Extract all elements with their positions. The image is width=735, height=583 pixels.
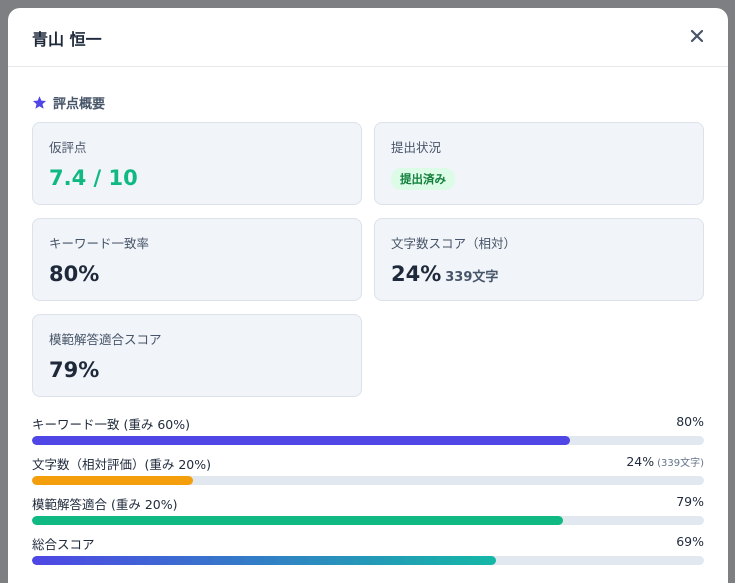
bar-fill (32, 516, 563, 525)
score-card: 仮評点 7.4 / 10 (32, 122, 362, 205)
bar-header: キーワード一致 (重み 60%) 80% (32, 414, 704, 432)
card-note: 339文字 (445, 270, 499, 285)
star-icon (32, 96, 47, 109)
card-value-row: 7.4 / 10 (49, 166, 345, 190)
section-heading: 評点概要 (32, 93, 105, 112)
bar-value: 24% (626, 454, 655, 469)
score-card: 模範解答適合スコア 79% (32, 314, 362, 397)
bar-label: 総合スコア (32, 537, 95, 552)
bar-value-group: 80% (676, 414, 704, 432)
bar-header: 文字数（相対評価）(重み 20%) 24% (339文字) (32, 454, 704, 472)
bar-track (32, 476, 704, 485)
badge-row: 提出済み (391, 156, 687, 190)
card-label: 模範解答適合スコア (49, 332, 162, 347)
bar-fill (32, 476, 194, 485)
score-card: キーワード一致率 80% (32, 218, 362, 301)
card-value: 80% (49, 262, 100, 286)
section-title: 評点概要 (53, 97, 106, 112)
card-label: 仮評点 (49, 140, 87, 155)
card-value: 7.4 / 10 (49, 166, 138, 190)
bar-track (32, 436, 704, 445)
score-bars: キーワード一致 (重み 60%) 80% 文字数（相対評価）(重み 20%) 24%(… (32, 414, 704, 574)
bar-label: 文字数（相対評価）(重み 20%) (32, 457, 212, 472)
card-label: キーワード一致率 (49, 236, 150, 251)
bar-value: 79% (676, 494, 704, 509)
score-card: 提出状況 提出済み (374, 122, 704, 205)
modal: 青山 恒一 評点概要 仮評点 7.4 / 10 提出状況提出済みキーワード一致率 80… (8, 8, 728, 583)
bar-value-group: 69% (676, 534, 704, 552)
close-button[interactable] (690, 29, 704, 43)
bar-row: キーワード一致 (重み 60%) 80% (32, 414, 704, 454)
bar-row: 文字数（相対評価）(重み 20%) 24% (339文字) (32, 454, 704, 494)
modal-header: 青山 恒一 (8, 8, 728, 67)
bar-row: 総合スコア 69% (32, 534, 704, 574)
card-label: 文字数スコア（相対） (391, 236, 517, 251)
bar-value: 69% (676, 534, 704, 549)
bar-label: 模範解答適合 (重み 20%) (32, 497, 178, 512)
card-value-row: 80% (49, 262, 345, 286)
bar-fill (32, 436, 570, 445)
modal-title: 青山 恒一 (32, 30, 102, 49)
card-label: 提出状況 (391, 140, 442, 155)
bar-value-group: 24% (339文字) (626, 454, 704, 472)
card-value: 24% (391, 262, 442, 286)
bar-value-group: 79% (676, 494, 704, 512)
bar-fill (32, 556, 496, 565)
bar-track (32, 556, 704, 565)
bar-note: (339文字) (657, 458, 704, 469)
bar-header: 模範解答適合 (重み 20%) 79% (32, 494, 704, 512)
score-cards: 仮評点 7.4 / 10 提出状況提出済みキーワード一致率 80% 文字数スコア（相対）… (32, 122, 704, 397)
bar-row: 模範解答適合 (重み 20%) 79% (32, 494, 704, 534)
card-value-row: 24% 339文字 (391, 262, 687, 286)
score-card: 文字数スコア（相対） 24% 339文字 (374, 218, 704, 301)
card-value-row: 79% (49, 358, 345, 382)
card-value: 79% (49, 358, 100, 382)
bar-track (32, 516, 704, 525)
bar-value: 80% (676, 414, 704, 429)
bar-header: 総合スコア 69% (32, 534, 704, 552)
status-badge: 提出済み (391, 168, 455, 190)
bar-label: キーワード一致 (重み 60%) (32, 417, 190, 432)
